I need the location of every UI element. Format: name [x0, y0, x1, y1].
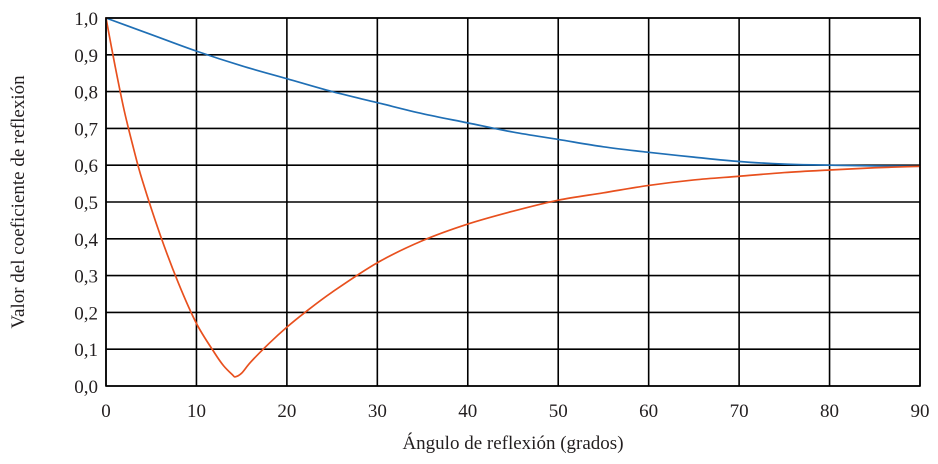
x-tick-label: 80	[820, 401, 839, 422]
y-tick-label: 1,0	[74, 9, 98, 30]
x-tick-label: 40	[458, 401, 477, 422]
y-tick-label: 0,9	[74, 46, 98, 67]
y-tick-label: 0,3	[74, 267, 98, 288]
x-tick-label: 60	[639, 401, 658, 422]
y-tick-labels: 0,0 0,1 0,2 0,3 0,4 0,5 0,6 0,7 0,8 0,9 1,0	[74, 9, 98, 398]
x-tick-label: 10	[187, 401, 206, 422]
y-tick-label: 0,0	[74, 377, 98, 398]
y-axis-title: Valor del coeficiente de reflexión	[8, 75, 29, 329]
x-tick-label: 70	[730, 401, 749, 422]
series-layer	[105, 17, 921, 378]
series-line-2	[105, 17, 921, 378]
x-axis-title: Ángulo de reflexión (grados)	[402, 432, 623, 454]
y-tick-label: 0,5	[74, 193, 98, 214]
y-tick-label: 0,7	[74, 119, 98, 140]
series-line-1	[105, 17, 921, 168]
y-tick-label: 0,2	[74, 303, 98, 324]
y-tick-label: 0,1	[74, 340, 98, 361]
x-tick-label: 30	[368, 401, 387, 422]
y-tick-label: 0,6	[74, 156, 98, 177]
grid	[105, 17, 921, 387]
y-tick-label: 0,4	[74, 230, 98, 251]
x-tick-label: 20	[277, 401, 296, 422]
x-tick-label: 50	[549, 401, 568, 422]
x-tick-label: 90	[911, 401, 930, 422]
plot-frame	[105, 17, 921, 387]
x-tick-label: 0	[101, 401, 111, 422]
y-tick-label: 0,8	[74, 83, 98, 104]
x-tick-labels: 0 10 20 30 40 50 60 70 80 90	[101, 401, 929, 422]
